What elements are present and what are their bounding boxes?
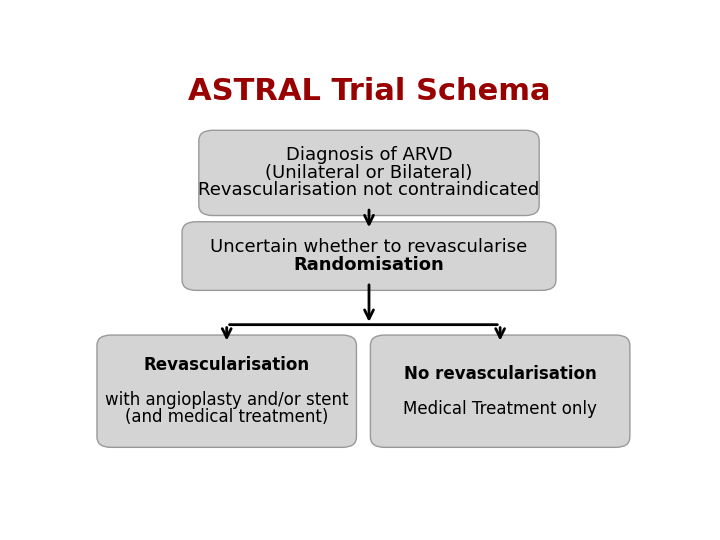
FancyBboxPatch shape: [182, 222, 556, 291]
Text: (and medical treatment): (and medical treatment): [125, 408, 328, 427]
FancyBboxPatch shape: [97, 335, 356, 447]
FancyBboxPatch shape: [370, 335, 630, 447]
Text: Revascularisation: Revascularisation: [144, 356, 310, 374]
Text: with angioplasty and/or stent: with angioplasty and/or stent: [105, 391, 348, 409]
Text: Revascularisation not contraindicated: Revascularisation not contraindicated: [198, 181, 540, 199]
Text: ASTRAL Trial Schema: ASTRAL Trial Schema: [188, 77, 550, 106]
FancyBboxPatch shape: [199, 130, 539, 215]
Text: Uncertain whether to revascularise: Uncertain whether to revascularise: [210, 238, 528, 256]
Text: No revascularisation: No revascularisation: [404, 364, 596, 383]
Text: Randomisation: Randomisation: [294, 256, 444, 274]
Text: Medical Treatment only: Medical Treatment only: [403, 400, 597, 417]
Text: (Unilateral or Bilateral): (Unilateral or Bilateral): [265, 164, 473, 182]
Text: Diagnosis of ARVD: Diagnosis of ARVD: [286, 146, 452, 165]
